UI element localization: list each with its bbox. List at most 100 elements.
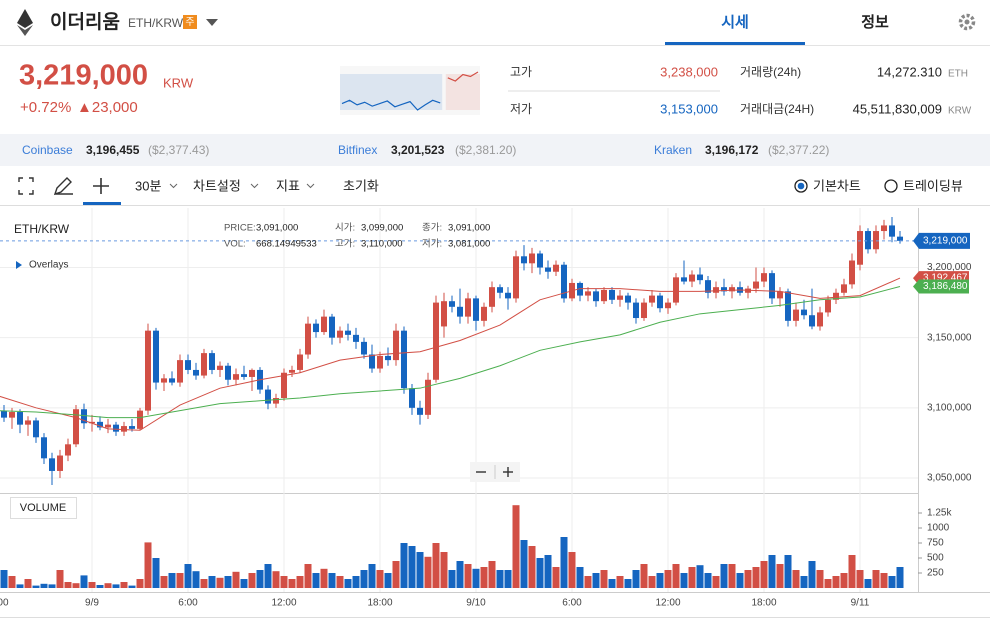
volume-bar <box>856 570 864 588</box>
candle-body <box>281 372 287 398</box>
volume-bar <box>688 567 696 588</box>
settings-icon[interactable] <box>958 13 976 31</box>
exchange-price: 3,201,523 <box>391 143 445 157</box>
volume-bar <box>456 561 464 588</box>
exchange-name: Bitfinex <box>338 143 377 157</box>
dropdown[interactable] <box>206 19 218 26</box>
volume-bar <box>360 570 368 588</box>
view-option[interactable]: 트레이딩뷰 <box>903 178 963 193</box>
candle-body <box>249 369 255 377</box>
overlay-arrow[interactable] <box>16 261 22 269</box>
stat-value: 45,511,830,009 <box>853 101 942 116</box>
stat-value: 14,272.310 <box>877 64 942 79</box>
candle-body <box>145 330 151 411</box>
candle-body <box>561 264 567 299</box>
chart-title: ETH/KRW <box>14 222 70 236</box>
candle-body <box>673 277 679 303</box>
zoom-controls[interactable] <box>470 462 520 482</box>
exchange-price: 3,196,455 <box>86 143 140 157</box>
menu[interactable]: 지표 <box>276 178 300 193</box>
candle-body <box>417 407 423 415</box>
volume-bar <box>488 561 496 588</box>
candle-body <box>505 292 511 299</box>
volume-bar <box>808 561 816 588</box>
change-pct: +0.72% <box>20 99 71 116</box>
candle-body <box>793 309 799 321</box>
sparkline-line <box>447 71 479 82</box>
radio[interactable] <box>794 179 808 193</box>
draw-icon[interactable] <box>53 177 73 196</box>
volume-bar <box>376 570 384 588</box>
volume-bar <box>120 582 128 588</box>
candle-body <box>817 312 823 327</box>
volume-bar <box>144 542 152 588</box>
volume-bar <box>200 579 208 588</box>
info-value: 3,099,000 <box>361 223 403 234</box>
volume-bar <box>440 552 448 588</box>
candle-body <box>361 341 367 355</box>
candle-body <box>81 409 87 424</box>
volume-bar <box>328 573 336 588</box>
candle-body <box>697 274 703 281</box>
candle-body <box>617 295 623 300</box>
volume-bar <box>424 556 432 588</box>
info-value: 3,091,000 <box>256 223 298 234</box>
reset[interactable]: 초기화 <box>343 178 379 193</box>
volume-bar <box>408 546 416 588</box>
volume-bar <box>296 576 304 588</box>
volume-bar <box>0 570 8 588</box>
candle-body <box>241 374 247 377</box>
eth-icon <box>17 9 33 36</box>
moving-average <box>0 277 901 431</box>
volume-bar <box>720 564 728 588</box>
candle-body <box>289 369 295 373</box>
volume-bar <box>192 571 200 588</box>
candle-body <box>849 260 855 285</box>
volume-bar <box>568 552 576 588</box>
candle-body <box>345 330 351 335</box>
menu[interactable]: 차트설정 <box>193 178 241 193</box>
crosshair-icon[interactable] <box>93 178 109 194</box>
interval[interactable]: 30분 <box>135 178 161 193</box>
candle-body <box>137 410 143 429</box>
volume-bar <box>728 564 736 588</box>
volume-bar <box>224 576 232 588</box>
view-option[interactable]: 기본차트 <box>813 178 861 193</box>
y-tick-label: 3,200,000 <box>927 262 972 273</box>
candle-body <box>769 273 775 299</box>
volume-bar <box>72 583 80 588</box>
volume-bar <box>584 576 592 588</box>
volume-bar <box>776 564 784 588</box>
radio[interactable] <box>884 179 898 193</box>
volume-bar <box>608 579 616 588</box>
candle-body <box>449 301 455 307</box>
fullscreen-icon[interactable] <box>18 177 34 195</box>
volume-bar <box>464 564 472 588</box>
volume-bar <box>272 571 280 588</box>
x-tick-label: 9/11 <box>851 598 870 609</box>
candle-body <box>721 287 727 292</box>
ma-tag-label: 3,186,480 <box>923 281 968 292</box>
volume-bar <box>624 579 632 588</box>
volume-bar <box>152 558 160 588</box>
candle-body <box>433 302 439 380</box>
candle-body <box>609 289 615 300</box>
sparkline-line <box>341 99 441 111</box>
candle-body <box>689 274 695 282</box>
chevron <box>250 183 259 189</box>
tab[interactable]: 정보 <box>861 13 889 31</box>
candle-body <box>273 398 279 404</box>
candle-body <box>209 353 215 370</box>
volume-bar <box>160 576 168 588</box>
candle-body <box>585 291 591 296</box>
candle-body <box>681 277 687 282</box>
overlays[interactable]: Overlays <box>29 260 68 271</box>
price: 3,219,000 <box>19 60 148 92</box>
chevron <box>169 183 178 189</box>
candle-body <box>873 231 879 250</box>
tab[interactable]: 시세 <box>721 14 749 31</box>
y-tick-label: 500 <box>927 553 944 564</box>
volume-bar <box>704 573 712 588</box>
candle-body <box>713 287 719 293</box>
candle-body <box>545 267 551 272</box>
